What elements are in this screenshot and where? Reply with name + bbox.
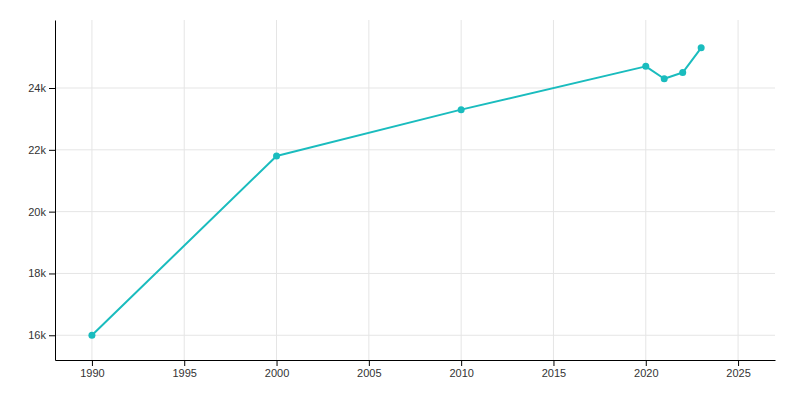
y-tick-label: 24k xyxy=(28,82,46,94)
grid-line-x xyxy=(368,20,369,360)
x-tick: 2005 xyxy=(357,360,381,379)
x-tick: 1990 xyxy=(80,360,104,379)
data-point xyxy=(679,69,686,76)
y-tick: 16k xyxy=(28,329,55,341)
grid-line-x xyxy=(645,20,646,360)
x-tick-mark xyxy=(738,360,739,366)
data-point xyxy=(661,75,668,82)
data-point xyxy=(642,63,649,70)
x-tick-label: 2000 xyxy=(265,367,289,379)
x-tick-label: 2005 xyxy=(357,367,381,379)
x-tick-mark xyxy=(646,360,647,366)
y-tick-label: 22k xyxy=(28,144,46,156)
y-tick-label: 16k xyxy=(28,329,46,341)
data-point xyxy=(458,106,465,113)
grid-line-y xyxy=(55,149,775,150)
y-tick: 24k xyxy=(28,82,55,94)
grid-line-y xyxy=(55,335,775,336)
chart-container: 1990 1995 2000 2005 2010 2015 2020 2025 16k 18k 20… xyxy=(0,0,800,400)
y-tick-mark xyxy=(49,212,55,213)
x-tick: 2020 xyxy=(634,360,658,379)
y-tick-mark xyxy=(49,273,55,274)
y-tick-mark xyxy=(49,335,55,336)
grid-line-y xyxy=(55,88,775,89)
x-tick: 2010 xyxy=(449,360,473,379)
data-point xyxy=(698,44,705,51)
y-tick-label: 18k xyxy=(28,267,46,279)
x-axis-line xyxy=(56,360,776,361)
x-tick: 2000 xyxy=(265,360,289,379)
y-tick-label: 20k xyxy=(28,206,46,218)
grid-line-x xyxy=(738,20,739,360)
grid-line-x xyxy=(184,20,185,360)
marks xyxy=(88,44,704,338)
x-tick-mark xyxy=(277,360,278,366)
y-tick: 22k xyxy=(28,144,55,156)
x-tick: 2015 xyxy=(542,360,566,379)
x-tick-label: 2025 xyxy=(726,367,750,379)
x-tick-label: 2020 xyxy=(634,367,658,379)
y-tick: 18k xyxy=(28,267,55,279)
grid-line-x xyxy=(553,20,554,360)
x-tick-mark xyxy=(553,360,554,366)
x-tick-mark xyxy=(184,360,185,366)
grid xyxy=(55,20,775,360)
data-line xyxy=(92,48,701,335)
grid-line-y xyxy=(55,211,775,212)
x-tick-label: 1995 xyxy=(172,367,196,379)
y-axis-line xyxy=(55,21,56,361)
grid-line-x xyxy=(461,20,462,360)
x-tick-label: 2010 xyxy=(449,367,473,379)
y-tick: 20k xyxy=(28,206,55,218)
chart-svg: 1990 1995 2000 2005 2010 2015 2020 2025 16k 18k 20… xyxy=(0,0,800,400)
data-point xyxy=(88,332,95,339)
x-tick: 2025 xyxy=(726,360,750,379)
grid-line-x xyxy=(91,20,92,360)
y-tick-mark xyxy=(49,150,55,151)
x-tick-label: 2015 xyxy=(542,367,566,379)
x-tick-mark xyxy=(461,360,462,366)
grid-line-y xyxy=(55,273,775,274)
x-tick-mark xyxy=(369,360,370,366)
data-point xyxy=(273,153,280,160)
y-tick-mark xyxy=(49,88,55,89)
y-axis: 16k 18k 20k 22k 24k xyxy=(28,21,55,361)
grid-line-x xyxy=(276,20,277,360)
plot-area: 1990 1995 2000 2005 2010 2015 2020 2025 16k 18k 20… xyxy=(28,20,775,379)
x-axis: 1990 1995 2000 2005 2010 2015 2020 2025 xyxy=(56,360,776,379)
x-tick-label: 1990 xyxy=(80,367,104,379)
x-tick: 1995 xyxy=(172,360,196,379)
x-tick-mark xyxy=(92,360,93,366)
